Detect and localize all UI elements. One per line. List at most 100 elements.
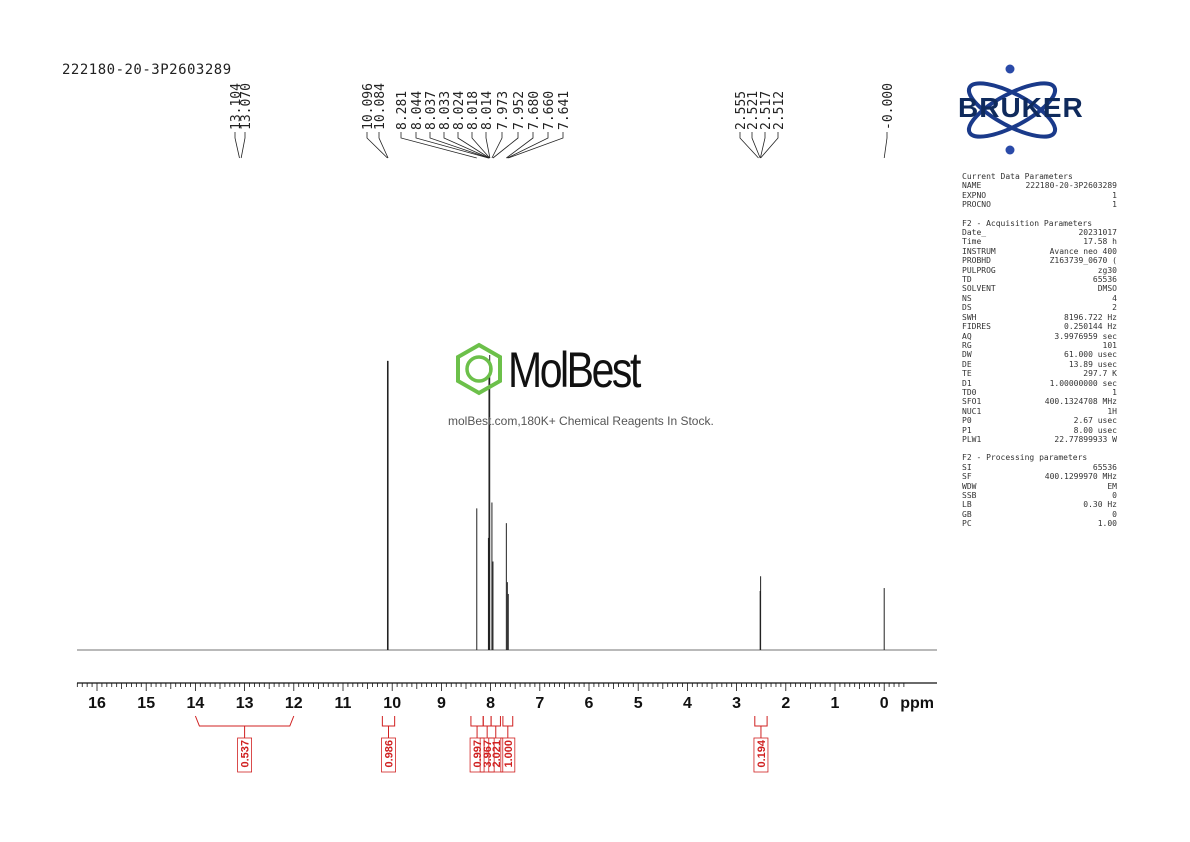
param-row: PLW1 22.77899933 W <box>962 435 1117 444</box>
param-value: 1 <box>1112 200 1117 210</box>
param-value: 0 <box>1112 509 1117 519</box>
param-row: GB 0 <box>962 510 1117 519</box>
brand-name: BRUKER <box>958 92 1084 123</box>
x-tick-label: 13 <box>236 695 254 712</box>
param-row: AQ 3.9976959 sec <box>962 332 1117 341</box>
peak-label: 8.024 <box>452 91 467 130</box>
peak-leader-line <box>415 132 489 159</box>
integral-bracket <box>482 716 492 727</box>
integral-value: 3.967 <box>482 740 494 768</box>
param-value: 17.58 h <box>1083 237 1117 247</box>
x-tick-label: 4 <box>683 695 692 712</box>
acquisition-parameters-panel: Current Data Parameters NAME 222180-20-3P… <box>962 172 1117 529</box>
integral-value: 0.986 <box>384 740 396 768</box>
param-key: DE <box>962 359 972 369</box>
spectrum-trace-group <box>77 355 937 651</box>
param-value: 4 <box>1112 293 1117 303</box>
param-key: NUC1 <box>962 406 982 416</box>
param-value: 13.89 usec <box>1068 359 1117 369</box>
param-key: PC <box>962 519 972 529</box>
peak-leader-line <box>508 132 564 159</box>
param-key: DW <box>962 350 972 360</box>
param-value: 0.250144 Hz <box>1064 322 1117 332</box>
param-key: SOLVENT <box>962 284 996 294</box>
peak-label: 7.660 <box>542 91 557 130</box>
param-value: 65536 <box>1092 462 1117 472</box>
param-row: SWH 8196.722 Hz <box>962 313 1117 322</box>
param-value: Avance neo 400 <box>1049 246 1117 256</box>
peak-label: 8.014 <box>480 91 495 130</box>
param-row: PROBHD Z163739_0670 ( <box>962 256 1117 265</box>
peak-label: 10.096 <box>361 83 376 130</box>
peak-leader-line <box>378 132 389 159</box>
x-tick-label: 2 <box>781 695 790 712</box>
param-value: 22.77899933 W <box>1054 434 1117 444</box>
x-axis: 16 15 14 13 12 11 10 9 8 7 6 5 4 3 2 1 0 ppm <box>76 682 937 712</box>
param-key: PULPROG <box>962 265 996 275</box>
param-value: 1.00 <box>1097 519 1117 529</box>
peak-leader-line <box>366 132 388 159</box>
param-value: 101 <box>1102 340 1117 350</box>
param-value: 297.7 K <box>1083 369 1117 379</box>
param-row: LB 0.30 Hz <box>962 500 1117 509</box>
sample-id: 222180-20-3P2603289 <box>62 62 232 78</box>
param-key: Date_ <box>962 228 987 238</box>
peak-leader-line <box>492 132 519 159</box>
x-tick-label: 14 <box>187 695 205 712</box>
param-key: PLW1 <box>962 434 982 444</box>
param-row: NS 4 <box>962 294 1117 303</box>
bruker-logo-icon <box>966 64 1058 155</box>
x-tick-label: 10 <box>383 695 401 712</box>
param-row: TE 297.7 K <box>962 369 1117 378</box>
peak-label: 7.641 <box>557 91 572 130</box>
param-value: 1.00000000 sec <box>1049 378 1117 388</box>
param-value: 8196.722 Hz <box>1064 312 1117 322</box>
x-tick-label: 16 <box>88 695 106 712</box>
x-tick-label: 6 <box>585 695 594 712</box>
param-row: NAME 222180-20-3P2603289 <box>962 181 1117 190</box>
peak-label: 8.281 <box>395 91 410 130</box>
x-tick-label: 1 <box>831 695 840 712</box>
integral-bracket <box>194 715 295 727</box>
peak-label: 8.044 <box>410 91 425 130</box>
integral-label-box <box>479 737 495 773</box>
integral-value: 0.194 <box>756 739 768 767</box>
param-key: DS <box>962 303 972 313</box>
peak-label: 2.517 <box>759 91 774 130</box>
peak-label: 2.555 <box>734 91 749 130</box>
peak-leader-line <box>507 132 549 159</box>
param-row: EXPNO 1 <box>962 191 1117 200</box>
param-value: 65536 <box>1092 275 1117 285</box>
molbest-logo-icon <box>456 342 502 396</box>
param-row: INSTRUM Avance neo 400 <box>962 247 1117 256</box>
param-row: WDW EM <box>962 482 1117 491</box>
param-key: EXPNO <box>962 190 987 200</box>
integral-value: 0.997 <box>472 740 484 768</box>
param-key: RG <box>962 340 972 350</box>
param-value: 1H <box>1107 406 1117 416</box>
param-row: NUC1 1H <box>962 407 1117 416</box>
x-tick-label: 8 <box>486 695 495 712</box>
param-row: P0 2.67 usec <box>962 416 1117 425</box>
params-current-title: Current Data Parameters <box>962 172 1073 181</box>
param-value: Z163739_0670 ( <box>1049 256 1117 266</box>
param-key: SI <box>962 462 972 472</box>
param-key: D1 <box>962 378 972 388</box>
x-tick-label: 12 <box>285 695 303 712</box>
integral-label-box <box>500 737 516 773</box>
x-tick-label: 3 <box>732 695 741 712</box>
peak-label: 2.521 <box>746 91 761 130</box>
peak-leader-line <box>443 132 490 159</box>
param-row: DW 61.000 usec <box>962 350 1117 359</box>
integral-bracket <box>754 716 768 727</box>
peak-leader-line <box>751 132 761 159</box>
param-row: DE 13.89 usec <box>962 360 1117 369</box>
param-value: EM <box>1107 481 1117 491</box>
peak-label: 8.037 <box>424 91 439 130</box>
param-key: SF <box>962 472 972 482</box>
param-key: SWH <box>962 312 977 322</box>
peak-leader-line <box>760 132 779 159</box>
